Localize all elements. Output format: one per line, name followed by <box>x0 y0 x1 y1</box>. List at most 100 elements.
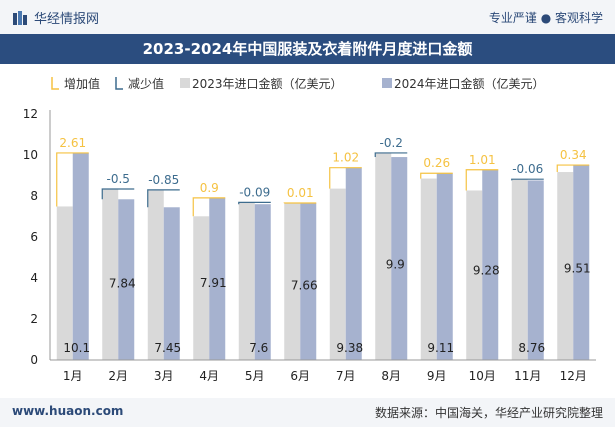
bar-2024-value-label: 9.38 <box>336 341 363 355</box>
x-tick-label: 11月 <box>514 369 541 383</box>
bar-2024 <box>527 180 544 360</box>
bar-2023 <box>511 179 528 360</box>
diff-bracket <box>420 172 453 179</box>
bar-2024 <box>209 197 226 360</box>
bar-2024-value-label: 9.9 <box>386 258 405 272</box>
y-tick-label: 8 <box>30 189 38 203</box>
bar-2023 <box>375 152 392 360</box>
bar-2024 <box>482 169 499 360</box>
x-tick-label: 12月 <box>560 369 587 383</box>
y-axis: 0 2 4 6 8 10 12 <box>23 107 51 367</box>
top-bar: 华经情报网 专业严谨 ● 客观科学 <box>0 0 615 34</box>
bar-2024-value-label: 7.66 <box>291 278 318 292</box>
diff-bracket <box>374 152 408 158</box>
x-tick-label: 7月 <box>336 369 356 383</box>
diff-label: -0.5 <box>107 172 130 186</box>
y-tick-label: 6 <box>30 230 38 244</box>
bar-2023 <box>56 206 73 360</box>
bar-2023 <box>557 172 574 360</box>
x-tick-label: 9月 <box>427 369 447 383</box>
bar-2024-value-label: 9.11 <box>427 341 454 355</box>
diff-bracket <box>238 201 271 205</box>
x-tick-label: 5月 <box>245 369 265 383</box>
x-tick-label: 4月 <box>199 369 219 383</box>
legend-label-0: 增加值 <box>64 76 100 91</box>
diff-label: -0.2 <box>380 136 403 150</box>
diff-label: -0.85 <box>148 173 179 187</box>
brand: 华经情报网 <box>12 8 99 27</box>
bar-2023 <box>420 178 437 360</box>
bar-2024-value-label: 9.28 <box>473 263 500 277</box>
diff-bracket <box>556 164 590 173</box>
x-tick-label: 10月 <box>469 369 496 383</box>
bar-2023 <box>238 202 255 360</box>
legend-marker-2 <box>180 78 190 88</box>
diff-bracket <box>101 188 135 200</box>
x-axis: 1月 2月 3月 4月 5月 6月 7月 8月 9月 10月 11月 12月 <box>50 359 596 383</box>
bar-2024 <box>573 165 590 360</box>
bar-2024-value-label: 7.45 <box>154 341 181 355</box>
bar-2024 <box>163 207 180 360</box>
bar-2024-value-label: 7.6 <box>249 341 268 355</box>
brand-logo-icon <box>13 10 27 25</box>
y-tick-label: 4 <box>30 271 38 285</box>
bars: 10.1 2.61 7.84 -0.5 7.45 -0.85 7.91 0.9 7.6 -0.09… <box>56 136 591 360</box>
bar-2023 <box>329 188 346 360</box>
diff-bracket <box>147 189 180 208</box>
footer-source: 数据来源：中国海关，华经产业研究院整理 <box>374 406 603 420</box>
slogan: 专业严谨 ● 客观科学 <box>488 11 603 25</box>
bar-2023 <box>193 216 210 360</box>
diff-label: 0.34 <box>560 148 587 162</box>
y-tick-label: 10 <box>23 148 38 162</box>
bar-2024 <box>72 152 89 360</box>
footer: www.huaon.com 数据来源：中国海关，华经产业研究院整理 <box>0 398 615 427</box>
legend-label-2: 2023年进口金额（亿美元） <box>192 76 343 91</box>
diff-label: 1.02 <box>332 151 359 165</box>
diff-label: 0.9 <box>200 181 219 195</box>
diff-label: -0.06 <box>512 162 543 176</box>
bar-2024-value-label: 9.51 <box>564 261 591 275</box>
y-tick-label: 2 <box>30 312 38 326</box>
bar-2024 <box>254 204 271 360</box>
x-tick-label: 3月 <box>154 369 174 383</box>
x-tick-label: 6月 <box>290 369 310 383</box>
y-tick-label: 0 <box>30 353 38 367</box>
bar-2024-value-label: 7.84 <box>109 277 136 291</box>
bar-2023 <box>284 203 301 360</box>
chart: 增加值 减少值 2023年进口金额（亿美元） 2024年进口金额（亿美元） 0 2 4 6 8… <box>23 76 596 383</box>
bar-2023 <box>102 189 119 360</box>
diff-label: 0.01 <box>287 186 314 200</box>
legend-marker-0 <box>51 77 59 90</box>
diff-label: 2.61 <box>59 136 86 150</box>
chart-title: 2023-2024年中国服装及衣着附件月度进口金额 <box>0 34 615 64</box>
x-tick-label: 8月 <box>381 369 401 383</box>
diff-bracket <box>56 152 89 207</box>
bar-2023 <box>466 190 483 360</box>
legend-label-1: 减少值 <box>128 76 164 91</box>
diff-label: -0.09 <box>239 185 270 199</box>
diff-bracket <box>192 197 226 217</box>
bar-2024-value-label: 8.76 <box>518 341 545 355</box>
bar-2024-value-label: 10.1 <box>63 341 90 355</box>
footer-website: www.huaon.com <box>12 404 124 418</box>
legend: 增加值 减少值 2023年进口金额（亿美元） 2024年进口金额（亿美元） <box>51 76 545 91</box>
diff-bracket <box>329 167 362 189</box>
bar-2024 <box>118 199 135 360</box>
legend-label-3: 2024年进口金额（亿美元） <box>394 76 545 91</box>
brand-name: 华经情报网 <box>34 12 100 27</box>
x-tick-label: 1月 <box>63 369 83 383</box>
bar-2024 <box>345 167 362 360</box>
bar-2024 <box>300 202 317 360</box>
diff-label: 0.26 <box>423 156 450 170</box>
bar-2024-value-label: 7.91 <box>200 276 227 290</box>
bar-2024 <box>436 173 453 360</box>
x-tick-label: 2月 <box>108 369 128 383</box>
legend-marker-3 <box>382 78 392 88</box>
bar-2024 <box>391 157 408 360</box>
diff-bracket <box>465 169 499 191</box>
bar-2023 <box>147 189 164 360</box>
diff-bracket <box>511 178 544 181</box>
diff-label: 1.01 <box>469 153 496 167</box>
legend-marker-1 <box>115 77 123 90</box>
y-tick-label: 12 <box>23 107 38 121</box>
